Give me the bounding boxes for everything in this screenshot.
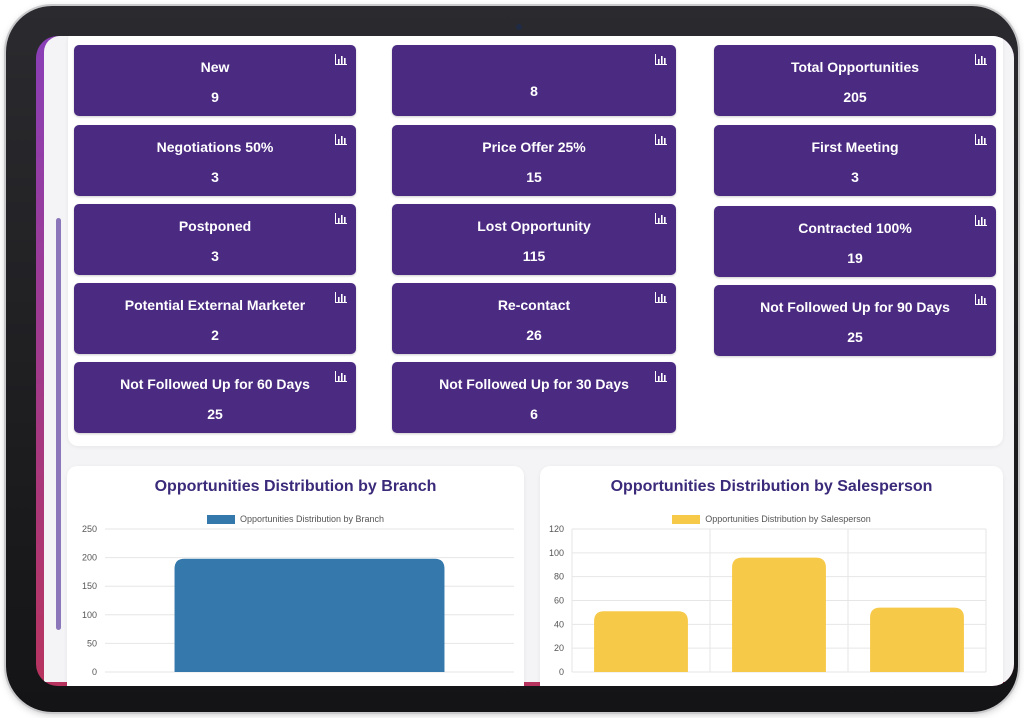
stat-card-postponed[interactable]: Postponed 3 bbox=[74, 204, 356, 275]
chart-legend[interactable]: Opportunities Distribution by Branch bbox=[67, 514, 524, 525]
legend-label: Opportunities Distribution by Branch bbox=[239, 514, 385, 524]
legend-swatch bbox=[672, 515, 701, 525]
chart-bar bbox=[870, 607, 964, 672]
stat-card-label: Negotiations 50% bbox=[156, 139, 274, 155]
stat-card-value: 25 bbox=[207, 406, 223, 422]
stat-card-total-opportunities[interactable]: Total Opportunities 205 bbox=[714, 45, 996, 116]
y-tick-label: 250 bbox=[82, 524, 97, 534]
y-tick-label: 40 bbox=[554, 619, 564, 629]
y-tick-label: 120 bbox=[549, 524, 564, 534]
stat-card-unlabeled[interactable]: 8 bbox=[392, 45, 676, 116]
stat-card-label: First Meeting bbox=[811, 139, 899, 155]
chart-legend[interactable]: Opportunities Distribution by Salesperso… bbox=[540, 514, 1003, 525]
stat-card-value: 115 bbox=[522, 248, 546, 264]
bar-chart-icon bbox=[655, 371, 667, 382]
bar-chart-icon bbox=[655, 54, 667, 65]
stat-card-first-meeting[interactable]: First Meeting 3 bbox=[714, 125, 996, 196]
y-tick-label: 0 bbox=[559, 667, 564, 677]
stat-card-label: Price Offer 25% bbox=[482, 139, 586, 155]
scrollbar[interactable] bbox=[56, 218, 61, 630]
y-tick-label: 150 bbox=[82, 581, 97, 591]
stat-card-value: 3 bbox=[211, 248, 219, 264]
salesperson-bar-chart: 0 20 40 60 80 100 120 bbox=[549, 524, 987, 677]
bar-chart-icon bbox=[655, 292, 667, 303]
bar-chart-icon bbox=[335, 213, 347, 224]
stat-card-new[interactable]: New 9 bbox=[74, 45, 356, 116]
stat-card-value: 3 bbox=[211, 169, 219, 185]
stat-card-not-followed-60[interactable]: Not Followed Up for 60 Days 25 bbox=[74, 362, 356, 433]
screen: New 9 8 Total Opportunities 205 Negotiat… bbox=[36, 36, 1014, 686]
legend-label: Opportunities Distribution by Salesperso… bbox=[705, 514, 871, 524]
bar-chart-icon bbox=[975, 215, 987, 226]
stat-card-label: Potential External Marketer bbox=[124, 297, 306, 313]
y-tick-label: 200 bbox=[82, 553, 97, 563]
stat-card-value: 26 bbox=[526, 327, 542, 343]
stat-card-label: Not Followed Up for 90 Days bbox=[760, 299, 950, 315]
stat-card-not-followed-90[interactable]: Not Followed Up for 90 Days 25 bbox=[714, 285, 996, 356]
stat-card-value: 19 bbox=[847, 250, 863, 266]
tablet-frame: New 9 8 Total Opportunities 205 Negotiat… bbox=[6, 6, 1018, 712]
y-tick-label: 0 bbox=[92, 667, 97, 677]
stats-panel: New 9 8 Total Opportunities 205 Negotiat… bbox=[68, 36, 1003, 446]
stat-card-value: 205 bbox=[843, 89, 867, 105]
stat-card-label: Postponed bbox=[178, 218, 252, 234]
legend-swatch bbox=[206, 515, 235, 525]
y-tick-label: 100 bbox=[82, 610, 97, 620]
branch-chart-panel: Opportunities Distribution by Branch Opp… bbox=[67, 466, 524, 686]
stat-card-value: 2 bbox=[211, 327, 219, 343]
stat-card-label: Lost Opportunity bbox=[477, 218, 591, 234]
branch-bar-chart: 0 50 100 150 200 250 bbox=[82, 524, 514, 677]
chart-title: Opportunities Distribution by Salesperso… bbox=[610, 478, 933, 495]
stat-card-label: Not Followed Up for 60 Days bbox=[120, 376, 310, 392]
bar-chart-icon bbox=[335, 292, 347, 303]
stat-card-value: 15 bbox=[526, 169, 542, 185]
stat-card-label: Re-contact bbox=[497, 297, 571, 313]
stat-card-value: 25 bbox=[847, 329, 863, 345]
stat-card-potential-external-marketer[interactable]: Potential External Marketer 2 bbox=[74, 283, 356, 354]
stat-card-negotiations[interactable]: Negotiations 50% 3 bbox=[74, 125, 356, 196]
stat-card-value: 8 bbox=[530, 83, 538, 99]
stat-card-price-offer[interactable]: Price Offer 25% 15 bbox=[392, 125, 676, 196]
stat-card-value: 3 bbox=[851, 169, 859, 185]
bar-chart-icon bbox=[335, 54, 347, 65]
stat-card-contracted[interactable]: Contracted 100% 19 bbox=[714, 206, 996, 277]
bar-chart-icon bbox=[975, 134, 987, 145]
chart-bar bbox=[594, 611, 688, 672]
stat-card-value: 6 bbox=[530, 406, 538, 422]
y-tick-label: 20 bbox=[554, 643, 564, 653]
stat-card-re-contact[interactable]: Re-contact 26 bbox=[392, 283, 676, 354]
bar-chart-icon bbox=[335, 134, 347, 145]
stat-card-value: 9 bbox=[211, 89, 219, 105]
y-tick-label: 50 bbox=[87, 638, 97, 648]
dashboard-content: New 9 8 Total Opportunities 205 Negotiat… bbox=[44, 36, 1014, 686]
stat-card-label: New bbox=[200, 59, 230, 75]
bar-chart-icon bbox=[655, 134, 667, 145]
y-tick-label: 80 bbox=[554, 572, 564, 582]
stat-card-label: Not Followed Up for 30 Days bbox=[439, 376, 629, 392]
chart-bar bbox=[732, 557, 826, 672]
bar-chart-icon bbox=[655, 213, 667, 224]
salesperson-chart-panel: Opportunities Distribution by Salesperso… bbox=[540, 466, 1003, 686]
stat-card-label: Contracted 100% bbox=[798, 220, 912, 236]
stat-card-not-followed-30[interactable]: Not Followed Up for 30 Days 6 bbox=[392, 362, 676, 433]
y-tick-label: 60 bbox=[554, 596, 564, 606]
stat-card-lost-opportunity[interactable]: Lost Opportunity 115 bbox=[392, 204, 676, 275]
y-tick-label: 100 bbox=[549, 548, 564, 558]
bar-chart-icon bbox=[975, 294, 987, 305]
stat-card-label: Total Opportunities bbox=[790, 59, 920, 75]
bar-chart-icon bbox=[335, 371, 347, 382]
chart-title: Opportunities Distribution by Branch bbox=[154, 478, 437, 495]
bar-chart-icon bbox=[975, 54, 987, 65]
camera-dot bbox=[516, 24, 522, 30]
chart-bar bbox=[174, 558, 445, 672]
